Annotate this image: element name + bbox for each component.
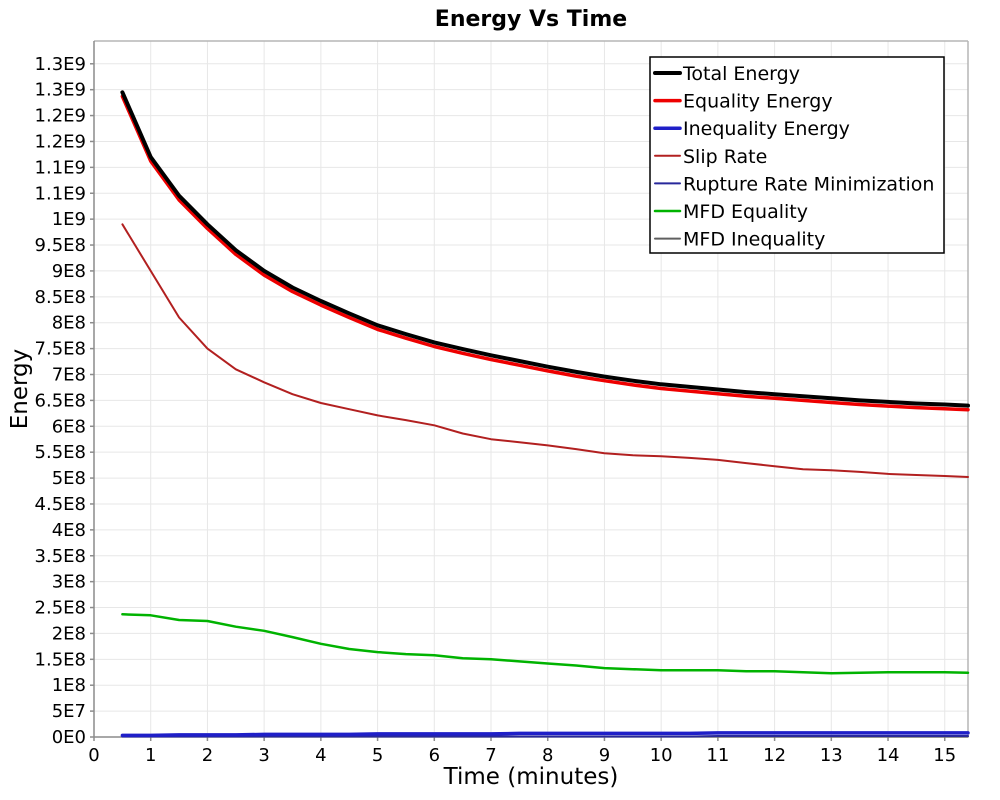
x-tick-label: 11 [706, 745, 729, 766]
legend-item-rupture-rate-minimization: Rupture Rate Minimization [654, 173, 934, 195]
x-tick-label: 5 [372, 745, 383, 766]
y-tick-label: 3.5E8 [35, 546, 86, 567]
x-tick-label: 14 [877, 745, 900, 766]
legend-item-equality-energy: Equality Energy [653, 91, 833, 113]
y-tick-label: 7E8 [52, 365, 86, 386]
y-tick-label: 1.3E9 [35, 80, 86, 101]
series-line-slip-rate [121, 223, 969, 478]
y-tick-label: 3E8 [52, 572, 86, 593]
y-tick-label: 5.5E8 [35, 442, 86, 463]
series-lines [120, 90, 970, 738]
x-tick-label: 12 [763, 745, 786, 766]
x-tick-label: 4 [315, 745, 326, 766]
y-tick-label: 1E9 [52, 209, 86, 230]
series-line-inequality-energy [120, 731, 970, 738]
legend-label-equality-energy: Equality Energy [683, 91, 833, 113]
legend-label-total-energy: Total Energy [682, 63, 800, 85]
y-tick-label: 2E8 [52, 623, 86, 644]
y-tick-label: 9E8 [52, 261, 86, 282]
y-tick-label: 8E8 [52, 313, 86, 334]
x-tick-label: 7 [485, 745, 496, 766]
x-tick-label: 13 [820, 745, 843, 766]
legend-item-mfd-inequality: MFD Inequality [654, 229, 825, 251]
x-tick-label: 9 [599, 745, 610, 766]
x-tick-label: 2 [202, 745, 213, 766]
legend-label-slip-rate: Slip Rate [683, 146, 767, 168]
x-tick-label: 1 [145, 745, 156, 766]
series-line-equality-energy [120, 94, 970, 412]
y-tick-label: 0E0 [52, 727, 86, 748]
legend: Total Energy Equality Energy Inequality En… [649, 56, 945, 254]
legend-label-mfd-equality: MFD Equality [683, 201, 808, 223]
y-tick-label: 6E8 [52, 416, 86, 437]
y-axis-title: Energy [7, 349, 33, 430]
legend-item-slip-rate: Slip Rate [654, 146, 767, 168]
x-tick-label: 8 [542, 745, 553, 766]
y-tick-label: 7.5E8 [35, 339, 86, 360]
series-line-mfd-equality [121, 613, 970, 675]
y-tick-label: 1.1E9 [35, 157, 86, 178]
legend-item-inequality-energy: Inequality Energy [653, 118, 850, 140]
legend-label-rupture-rate-minimization: Rupture Rate Minimization [683, 173, 934, 195]
legend-item-total-energy: Total Energy [653, 63, 800, 85]
y-tick-label: 2.5E8 [35, 598, 86, 619]
y-tick-label: 1.1E9 [35, 183, 86, 204]
x-tick-label: 0 [88, 745, 99, 766]
y-tick-label: 1.5E8 [35, 649, 86, 670]
series-line-rupture-rate-minimization [121, 735, 969, 738]
legend-label-mfd-inequality: MFD Inequality [683, 229, 825, 251]
y-tick-label: 4E8 [52, 520, 86, 541]
series-line-total-energy [120, 90, 970, 408]
y-tick-label: 1.2E9 [35, 106, 86, 127]
y-tick-label: 1.2E9 [35, 131, 86, 152]
chart-title: Energy Vs Time [435, 7, 627, 32]
y-tick-label: 1E8 [52, 675, 86, 696]
legend-item-mfd-equality: MFD Equality [653, 201, 808, 223]
x-axis-title: Time (minutes) [443, 764, 619, 790]
x-tick-label: 3 [258, 745, 269, 766]
x-tick-label: 15 [933, 745, 956, 766]
x-tick-label: 6 [429, 745, 440, 766]
y-tick-label: 1.3E9 [35, 54, 86, 75]
legend-label-inequality-energy: Inequality Energy [683, 118, 850, 140]
y-tick-label: 8.5E8 [35, 287, 86, 308]
legend-box [649, 56, 945, 254]
y-tick-label: 5E8 [52, 468, 86, 489]
y-tick-label: 9.5E8 [35, 235, 86, 256]
y-tick-label: 6.5E8 [35, 390, 86, 411]
y-tick-label: 5E7 [52, 701, 86, 722]
axis-ticks: 0E05E71E81.5E82E82.5E83E83.5E84E84.5E85E… [35, 54, 957, 766]
x-tick-label: 10 [650, 745, 673, 766]
y-tick-label: 4.5E8 [35, 494, 86, 515]
